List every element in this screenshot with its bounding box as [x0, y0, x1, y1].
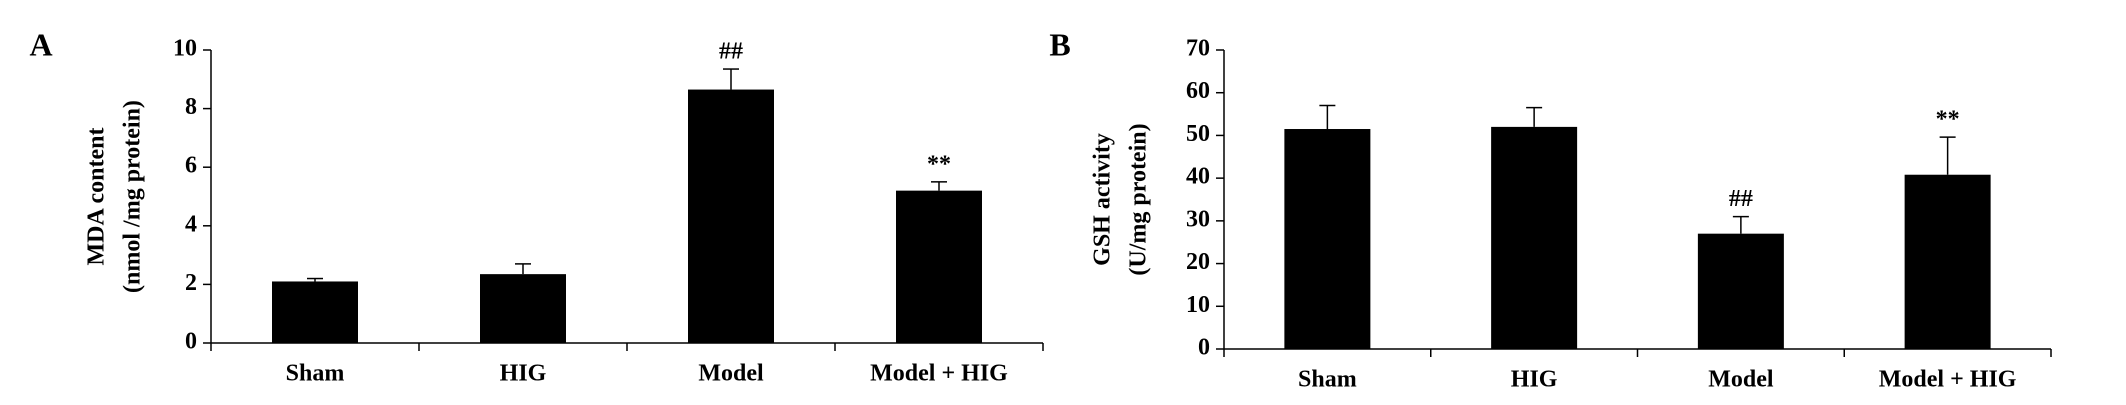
y-tick-label: 0 [185, 329, 197, 355]
error-bar [1732, 215, 1749, 234]
y-tick-label: 10 [173, 36, 197, 62]
y-tick-label: 20 [1186, 249, 1210, 275]
panel-label: A [29, 26, 52, 62]
bar [1491, 126, 1578, 349]
error-bar [307, 277, 323, 282]
y-tick-label: 6 [185, 153, 197, 179]
y-tick-label: 40 [1186, 164, 1210, 190]
y-tick-label: 50 [1186, 121, 1210, 147]
error-bar [515, 263, 531, 275]
y-axis-label: (U/mg protein) [1126, 123, 1152, 275]
x-tick-label: Model [1708, 367, 1774, 393]
bar [480, 274, 566, 343]
error-bar [1939, 136, 1956, 175]
y-tick-label: 0 [1198, 335, 1210, 361]
bar [272, 281, 358, 343]
y-tick-label: 70 [1186, 36, 1210, 62]
significance-label: ## [719, 39, 743, 65]
significance-label: ** [1936, 107, 1960, 133]
y-axis-label: (nmol /mg protein) [120, 100, 146, 293]
bar [688, 89, 774, 344]
x-tick-label: HIG [500, 361, 547, 387]
y-tick-label: 4 [185, 211, 197, 237]
y-tick-label: 8 [185, 94, 197, 120]
x-tick-label: Sham [286, 361, 345, 387]
y-tick-label: 30 [1186, 206, 1210, 232]
y-axis-label: GSH activity [1090, 133, 1116, 266]
panel-label: B [1049, 26, 1070, 62]
x-tick-label: Model + HIG [870, 361, 1008, 387]
bar [896, 190, 982, 343]
x-tick-label: HIG [1511, 367, 1558, 393]
x-tick-label: Sham [1298, 367, 1357, 393]
bar [1284, 129, 1371, 349]
y-axis-label: MDA content [84, 128, 110, 266]
y-tick-label: 60 [1186, 78, 1210, 104]
error-bar [1319, 104, 1336, 130]
y-tick-label: 2 [185, 270, 197, 296]
error-bar [1526, 106, 1543, 127]
x-tick-label: Model + HIG [1879, 367, 2017, 393]
significance-label: ## [1729, 186, 1753, 212]
y-tick-label: 10 [1186, 292, 1210, 318]
error-bar [931, 181, 947, 191]
significance-label: ** [927, 151, 951, 177]
bar [1904, 174, 1991, 349]
error-bar [723, 68, 739, 90]
x-tick-label: Model [698, 361, 764, 387]
bar [1697, 233, 1784, 349]
